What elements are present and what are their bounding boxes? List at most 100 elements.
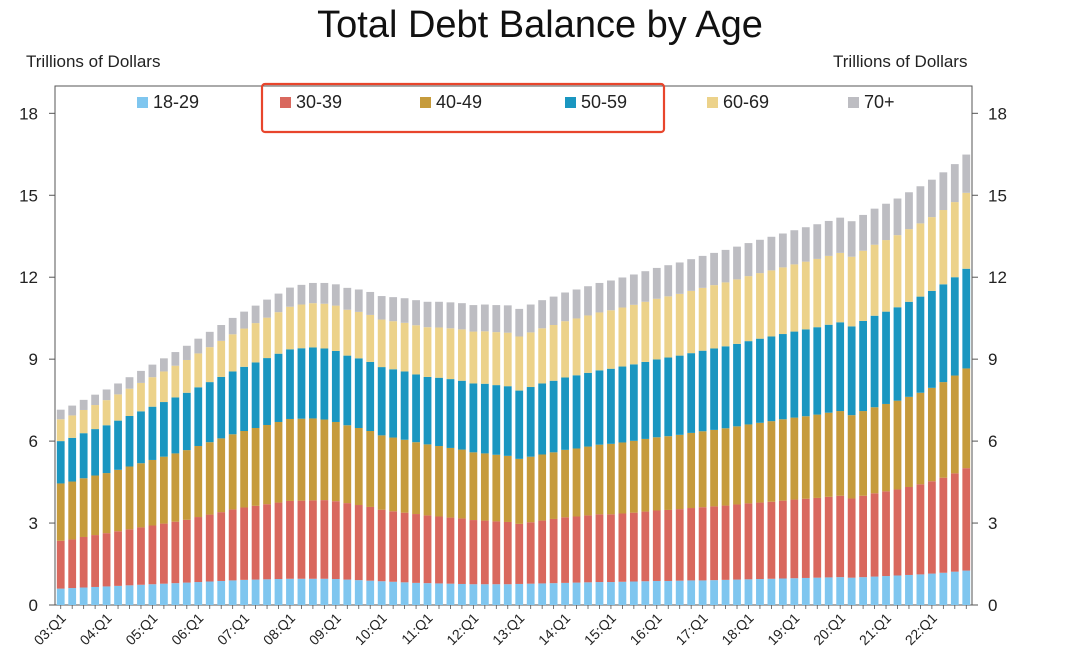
bar-segment-40-49 — [160, 456, 168, 524]
bar-segment-70+ — [102, 389, 111, 401]
bar-segment-60-69 — [641, 301, 650, 362]
bar-segment-70+ — [366, 291, 375, 315]
bar-segment-30-39 — [549, 518, 558, 584]
bar-segment-40-49 — [125, 466, 134, 530]
bar-segment-30-39 — [240, 507, 249, 580]
bar-segment-50-59 — [698, 350, 707, 432]
bar-segment-40-49 — [905, 396, 913, 487]
bar-segment-30-39 — [400, 512, 409, 583]
bar-segment-40-49 — [389, 437, 398, 512]
bar-segment-30-39 — [572, 516, 581, 583]
bar-segment-70+ — [538, 300, 547, 329]
bar-segment-50-59 — [767, 336, 776, 422]
bar-segment-60-69 — [595, 312, 604, 371]
bar-segment-30-39 — [813, 497, 822, 578]
bar-segment-70+ — [882, 203, 890, 241]
bar-segment-30-39 — [251, 505, 260, 580]
bar-segment-60-69 — [687, 290, 696, 354]
bar-segment-18-29 — [549, 583, 558, 605]
bar-segment-18-29 — [240, 579, 249, 605]
bar-segment-18-29 — [400, 582, 409, 605]
bar-segment-18-29 — [652, 580, 661, 605]
bar-segment-30-39 — [767, 501, 776, 579]
bar-segment-70+ — [905, 192, 913, 230]
x-tick-label: 14:Q1 — [535, 610, 573, 648]
bar-segment-70+ — [320, 282, 329, 304]
bar-segment-60-69 — [435, 327, 443, 378]
bar-segment-30-39 — [882, 491, 890, 577]
bar-segment-30-39 — [950, 473, 959, 572]
bar-segment-30-39 — [412, 514, 420, 583]
bar-segment-70+ — [813, 224, 822, 259]
bar-segment-30-39 — [721, 505, 730, 580]
x-tick-label: 22:Q1 — [902, 610, 940, 648]
bar-segment-40-49 — [354, 427, 363, 506]
bar-segment-18-29 — [595, 582, 604, 605]
right-axis-unit-label: Trillions of Dollars — [833, 52, 968, 71]
bar-segment-60-69 — [801, 261, 810, 330]
bar-segment-60-69 — [492, 332, 501, 386]
bar-segment-60-69 — [194, 353, 203, 388]
bar-segment-30-39 — [263, 504, 271, 580]
bar-segment-60-69 — [549, 325, 558, 381]
bar-segment-40-49 — [458, 449, 466, 519]
bar-segment-70+ — [859, 214, 867, 251]
bar-segment-70+ — [240, 311, 249, 329]
bar-segment-40-49 — [687, 432, 696, 509]
bar-segment-18-29 — [905, 574, 913, 605]
bar-segment-60-69 — [297, 304, 306, 349]
bar-segment-60-69 — [366, 314, 375, 362]
bar-segment-50-59 — [641, 361, 650, 439]
bar-segment-70+ — [423, 301, 432, 328]
bar-segment-40-49 — [950, 375, 959, 474]
bar-segment-40-49 — [790, 417, 799, 500]
bar-segment-30-39 — [664, 509, 673, 581]
bar-segment-50-59 — [297, 348, 306, 419]
right-tick-label: 6 — [988, 432, 997, 451]
bar-segment-40-49 — [847, 415, 856, 499]
bar-segment-60-69 — [652, 298, 661, 360]
bar-segment-40-49 — [503, 455, 512, 522]
bar-segment-30-39 — [905, 487, 913, 575]
bar-segment-40-49 — [56, 483, 65, 541]
bar-segment-70+ — [836, 217, 845, 253]
bar-segment-18-29 — [114, 585, 122, 605]
bar-segment-70+ — [824, 220, 833, 256]
legend-highlight-box — [260, 82, 666, 134]
x-tick-label: 10:Q1 — [352, 610, 390, 648]
bar-segment-30-39 — [756, 502, 764, 580]
plot-frame — [54, 85, 973, 606]
bar-segment-18-29 — [503, 584, 512, 605]
bar-segment-60-69 — [79, 409, 88, 434]
bar-segment-60-69 — [412, 325, 420, 375]
bar-segment-60-69 — [114, 394, 122, 421]
bar-segment-60-69 — [756, 273, 764, 339]
bar-segment-50-59 — [515, 390, 524, 459]
bar-segment-50-59 — [950, 277, 959, 376]
bar-segment-40-49 — [137, 463, 145, 528]
stacked-bars — [56, 154, 971, 605]
bar-segment-60-69 — [824, 255, 833, 325]
bar-segment-60-69 — [710, 285, 718, 349]
bar-segment-60-69 — [675, 293, 684, 356]
bar-segment-70+ — [309, 282, 317, 304]
bar-segment-70+ — [756, 239, 764, 274]
bar-segment-18-29 — [515, 583, 524, 605]
bar-segment-30-39 — [56, 540, 65, 589]
bar-segment-18-29 — [228, 580, 237, 605]
bar-segment-40-49 — [549, 452, 558, 519]
bar-segment-30-39 — [618, 513, 627, 582]
bar-segment-18-29 — [950, 571, 959, 605]
bar-segment-18-29 — [962, 570, 971, 605]
bar-segment-30-39 — [205, 514, 214, 582]
bar-segment-18-29 — [91, 586, 100, 605]
bar-segment-30-39 — [366, 506, 375, 581]
bar-segment-40-49 — [343, 425, 352, 504]
bar-segment-60-69 — [538, 328, 547, 384]
bar-segment-18-29 — [125, 585, 134, 605]
x-axis: 03:Q1 04:Q1 05:Q1 06:Q1 07:Q1 08:Q1 09:Q1 10:Q1… — [31, 605, 967, 648]
bar-segment-60-69 — [572, 318, 581, 376]
bar-segment-40-49 — [710, 429, 718, 507]
bar-segment-40-49 — [859, 411, 867, 496]
bar-segment-60-69 — [137, 382, 145, 412]
